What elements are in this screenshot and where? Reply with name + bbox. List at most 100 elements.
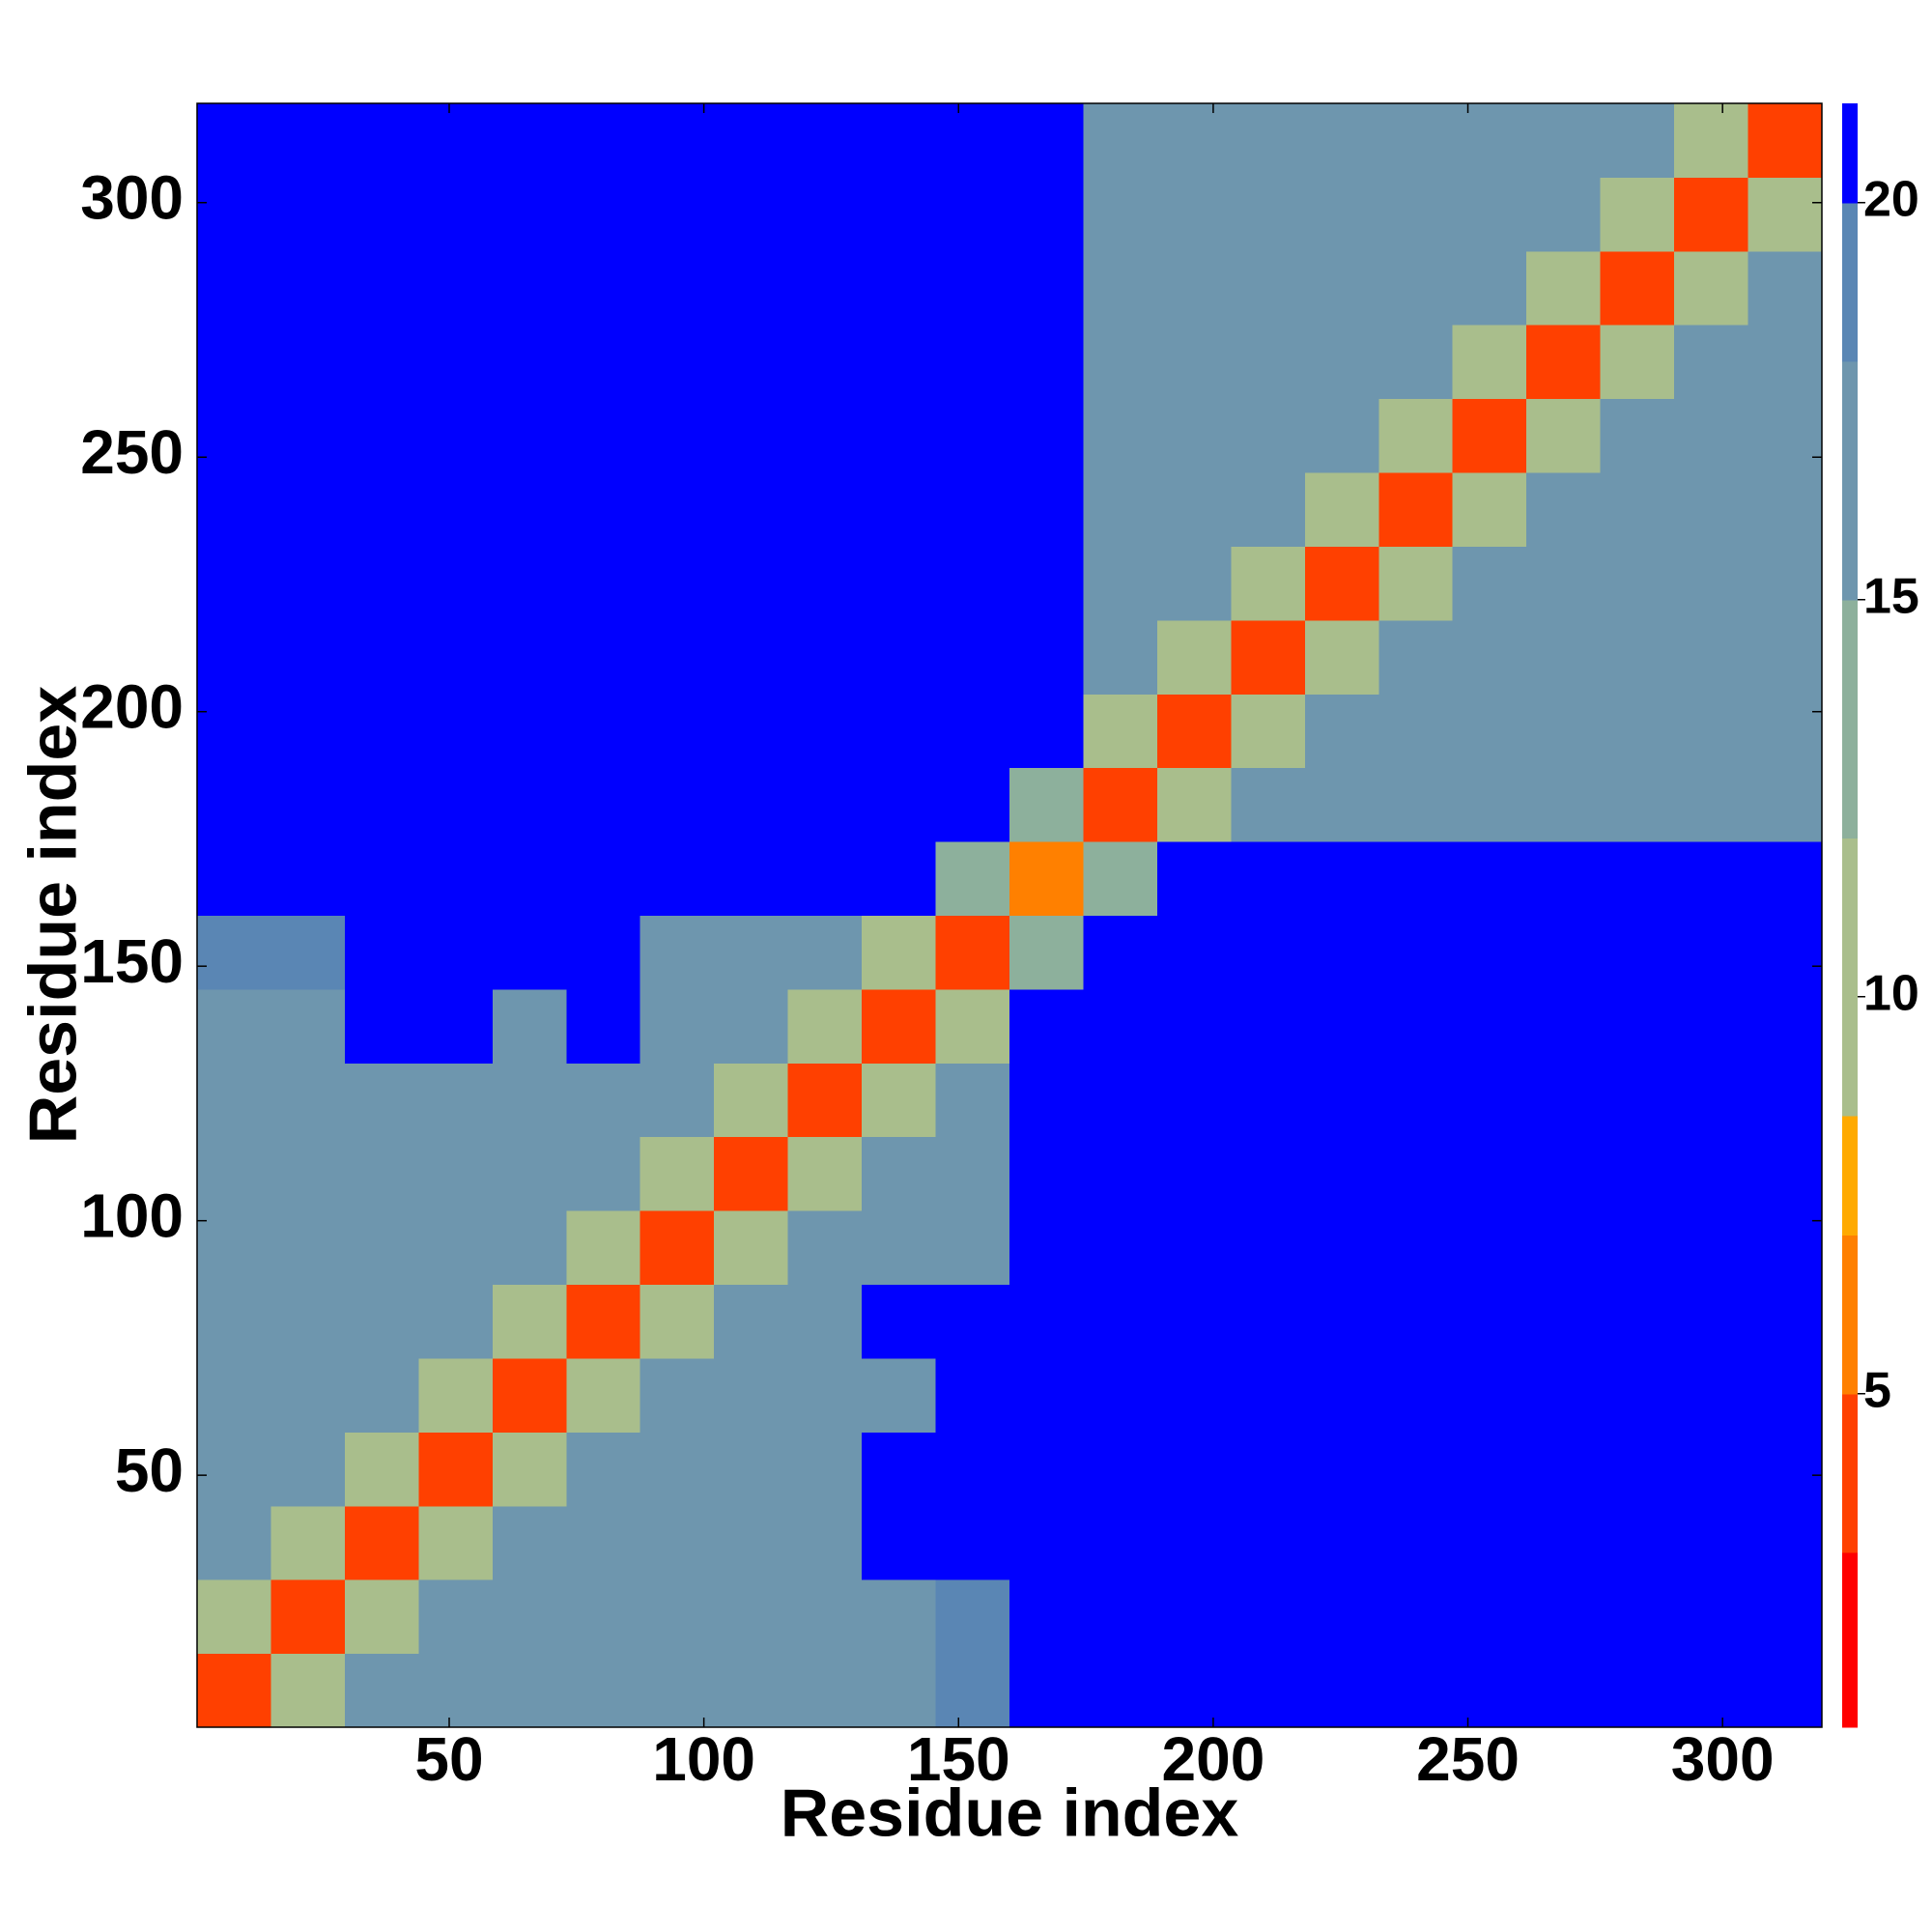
heatmap-cell	[344, 250, 419, 326]
colorbar-segment	[1842, 202, 1858, 362]
heatmap-cell	[270, 841, 346, 916]
heatmap-cell	[344, 546, 419, 621]
heatmap-cell	[714, 398, 789, 473]
heatmap-cell	[862, 1505, 937, 1580]
y-tick-label: 50	[115, 1435, 184, 1505]
heatmap-cell	[566, 1210, 641, 1286]
heatmap-cell	[862, 1432, 937, 1507]
heatmap-cell	[639, 1210, 715, 1286]
heatmap-cell	[1747, 1653, 1823, 1728]
heatmap-cell	[862, 1136, 937, 1211]
heatmap-cell	[935, 325, 1010, 400]
heatmap-cell	[1083, 1136, 1158, 1211]
heatmap-cell	[566, 1357, 641, 1433]
colorbar-segment	[1842, 1552, 1858, 1728]
heatmap-cell	[1156, 841, 1232, 916]
heatmap-cell	[1452, 250, 1527, 326]
heatmap-cell	[714, 1284, 789, 1359]
heatmap-cell	[1231, 1579, 1306, 1655]
heatmap-cell	[787, 325, 863, 400]
heatmap-cell	[1747, 1136, 1823, 1211]
heatmap-cell	[197, 1579, 271, 1655]
heatmap-cell	[1378, 1653, 1454, 1728]
heatmap-cell	[639, 1432, 715, 1507]
heatmap-cell	[714, 103, 789, 178]
heatmap-cell	[1526, 472, 1602, 547]
colorbar-tick-label: 10	[1863, 965, 1919, 1021]
heatmap-cell	[1674, 1063, 1749, 1138]
heatmap-cell	[1304, 1505, 1379, 1580]
heatmap-cell	[1231, 1505, 1306, 1580]
heatmap-cell	[787, 841, 863, 916]
heatmap-cell	[714, 988, 789, 1064]
heatmap-cell	[492, 1432, 567, 1507]
heatmap-cell	[1156, 546, 1232, 621]
heatmap-cell	[197, 546, 271, 621]
heatmap-cell	[1526, 1357, 1602, 1433]
heatmap-cell	[270, 694, 346, 769]
heatmap-cell	[1526, 915, 1602, 990]
heatmap-cell	[566, 1579, 641, 1655]
heatmap-cell	[1674, 546, 1749, 621]
heatmap-cell	[1674, 325, 1749, 400]
heatmap-cell	[935, 767, 1010, 842]
heatmap-cell	[492, 915, 567, 990]
heatmap-cell	[787, 619, 863, 695]
heatmap-cell	[1009, 915, 1084, 990]
heatmap-cell	[566, 325, 641, 400]
heatmap-cell	[492, 1579, 567, 1655]
x-tick-label: 250	[1416, 1724, 1520, 1794]
heatmap-cell	[1231, 325, 1306, 400]
heatmap-cell	[1156, 619, 1232, 695]
heatmap-cell	[639, 250, 715, 326]
heatmap-cell	[566, 694, 641, 769]
heatmap-cell	[714, 1210, 789, 1286]
heatmap-cell	[197, 1136, 271, 1211]
heatmap-cell	[1747, 1432, 1823, 1507]
heatmap-cell	[1452, 472, 1527, 547]
heatmap-cell	[1747, 915, 1823, 990]
heatmap-cell	[1009, 398, 1084, 473]
heatmap-cell	[935, 1210, 1010, 1286]
heatmap-cell	[418, 767, 494, 842]
heatmap-cell	[639, 325, 715, 400]
heatmap-cell	[1600, 103, 1675, 178]
heatmap-cell	[787, 546, 863, 621]
heatmap-cell	[787, 472, 863, 547]
heatmap-cell	[935, 103, 1010, 178]
heatmap-cell	[197, 1210, 271, 1286]
heatmap-cell	[492, 546, 567, 621]
heatmap-cell	[1747, 619, 1823, 695]
heatmap-cell	[714, 1432, 789, 1507]
heatmap-cell	[1378, 767, 1454, 842]
heatmap-cell	[1526, 177, 1602, 252]
heatmap-cell	[1674, 1579, 1749, 1655]
heatmap-cell	[1009, 1505, 1084, 1580]
heatmap-cell	[1378, 250, 1454, 326]
heatmap-cell	[714, 1505, 789, 1580]
heatmap-cell	[1156, 694, 1232, 769]
heatmap-cell	[714, 1357, 789, 1433]
heatmap-cell	[1600, 250, 1675, 326]
heatmap-cell	[1083, 915, 1158, 990]
heatmap-cell	[1747, 1284, 1823, 1359]
heatmap-cell	[1083, 177, 1158, 252]
heatmap-cell	[1378, 1284, 1454, 1359]
heatmap-cell	[197, 472, 271, 547]
heatmap-cell	[639, 472, 715, 547]
heatmap-cell	[787, 1284, 863, 1359]
heatmap-cell	[344, 177, 419, 252]
heatmap-cell	[270, 472, 346, 547]
heatmap-cell	[418, 1505, 494, 1580]
heatmap-cell	[270, 398, 346, 473]
heatmap-cell	[1378, 1505, 1454, 1580]
heatmap-cell	[1452, 1136, 1527, 1211]
heatmap-cell	[1156, 1432, 1232, 1507]
heatmap-cell	[1009, 694, 1084, 769]
heatmap-cell	[787, 103, 863, 178]
heatmap-cell	[418, 915, 494, 990]
heatmap-cell	[1526, 988, 1602, 1064]
heatmap-cell	[344, 1357, 419, 1433]
y-tick-label: 100	[80, 1181, 184, 1251]
